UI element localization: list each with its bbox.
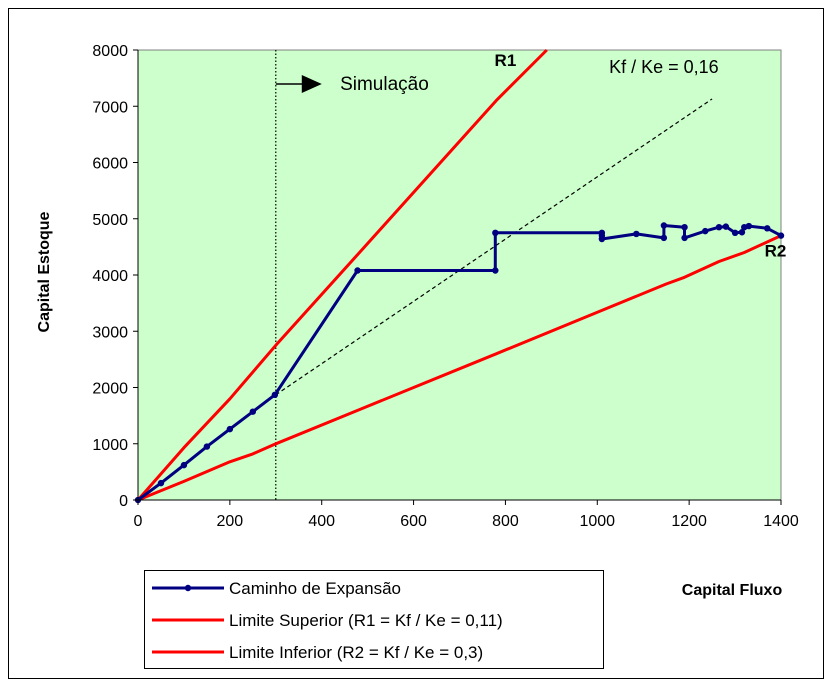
- plot-area: [137, 49, 782, 501]
- series-point: [203, 443, 211, 450]
- series-point: [492, 267, 499, 274]
- legend-label-1: Limite Superior (R1 = Kf / Ke = 0,11): [229, 611, 503, 630]
- y-tick-label: 3000: [92, 324, 128, 341]
- series-point: [777, 232, 785, 239]
- series-point: [702, 227, 709, 235]
- x-tick-label: 0: [134, 513, 143, 530]
- series-point: [354, 267, 361, 274]
- series-point: [633, 230, 640, 238]
- annotation-2: Kf / Ke = 0,16: [609, 57, 719, 77]
- legend: Caminho de Expansão Limite Superior (R1 =…: [144, 570, 604, 669]
- annotation-0: R1: [495, 51, 517, 70]
- series-point: [715, 223, 723, 231]
- series-point: [271, 391, 279, 399]
- axes: 0 200 400 600 800 1000 1200 1400 0 1000 2000 3000 40…: [92, 43, 798, 530]
- series-point: [722, 223, 730, 230]
- series-line-1: [136, 48, 548, 501]
- y-tick-label: 2000: [92, 381, 128, 398]
- series-point: [738, 229, 746, 236]
- legend-label-2: Limite Inferior (R2 = Kf / Ke = 0,3): [229, 643, 483, 662]
- legend-marker: [184, 584, 192, 592]
- simulation-arrow-head: [301, 74, 322, 93]
- series-point: [764, 225, 771, 232]
- series-point: [660, 222, 668, 229]
- y-tick-label: 7000: [92, 99, 128, 116]
- x-tick-label: 800: [492, 513, 519, 530]
- series-layer: [134, 48, 785, 504]
- series-point: [660, 234, 668, 242]
- x-tick-label: 1200: [671, 513, 707, 530]
- x-axis-label: Capital Fluxo: [682, 582, 783, 599]
- series-point: [180, 461, 188, 469]
- y-tick-label: 8000: [92, 43, 128, 60]
- series-point: [681, 223, 688, 231]
- annotation-1: R2: [765, 241, 787, 260]
- x-tick-label: 1400: [763, 513, 799, 530]
- series-line-2: [137, 234, 782, 502]
- annotations: R1 R2 Kf / Ke = 0,16 Simulação: [275, 51, 787, 260]
- y-tick-label: 6000: [92, 156, 128, 173]
- y-tick-label: 1000: [92, 437, 128, 454]
- ratio-reference-line: [275, 98, 713, 396]
- x-tick-label: 600: [400, 513, 427, 530]
- series-point: [731, 229, 739, 237]
- series-point: [681, 234, 688, 242]
- x-tick-label: 400: [308, 513, 335, 530]
- y-axis-label: Capital Estoque: [36, 211, 53, 332]
- series-point: [249, 408, 257, 415]
- series-point: [598, 235, 606, 243]
- series-point: [157, 479, 165, 487]
- x-tick-label: 1000: [579, 513, 615, 530]
- series-point: [745, 222, 753, 230]
- legend-label-0: Caminho de Expansão: [229, 579, 401, 598]
- x-tick-label: 200: [217, 513, 244, 530]
- y-tick-label: 4000: [92, 268, 128, 285]
- reference-lines: [275, 50, 713, 500]
- y-tick-label: 0: [119, 493, 128, 510]
- y-tick-label: 5000: [92, 212, 128, 229]
- series-point: [492, 229, 499, 237]
- annotation-3: Simulação: [340, 74, 429, 95]
- series-point: [226, 425, 234, 433]
